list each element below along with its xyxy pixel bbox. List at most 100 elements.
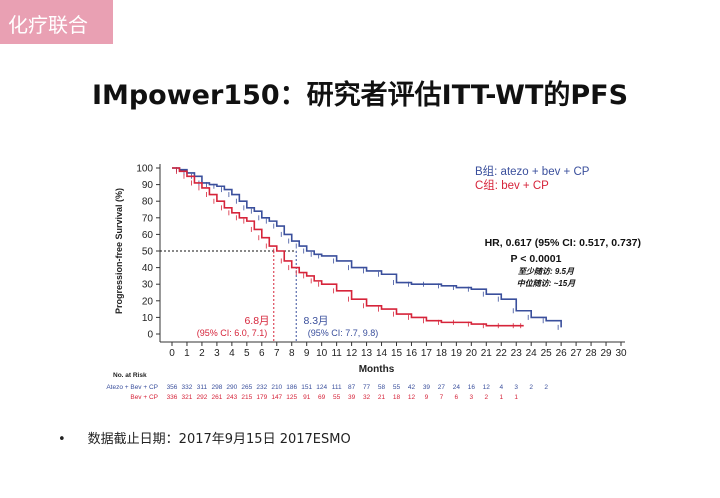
risk-value: 243 (226, 394, 237, 401)
y-tick-label: 50 (142, 247, 154, 258)
risk-value: 58 (378, 384, 386, 391)
p-value-annotation: P < 0.0001 (511, 253, 562, 265)
x-tick-label: 29 (600, 348, 612, 359)
x-axis-title: Months (359, 364, 395, 375)
x-tick-label: 9 (304, 348, 310, 359)
x-tick-label: 27 (571, 348, 583, 359)
risk-value: 16 (468, 384, 476, 391)
risk-value: 6 (455, 394, 459, 401)
risk-row-label: Atezo + Bev + CP (106, 384, 158, 391)
y-tick-label: 90 (142, 180, 154, 191)
risk-value: 232 (256, 384, 267, 391)
risk-value: 21 (378, 394, 386, 401)
x-tick-label: 22 (496, 348, 508, 359)
median-b-ci: (95% CI: 7.7, 9.8) (308, 328, 379, 338)
x-tick-label: 6 (259, 348, 265, 359)
risk-value: 2 (529, 384, 533, 391)
x-tick-label: 2 (199, 348, 205, 359)
risk-value: 215 (241, 394, 252, 401)
risk-value: 265 (241, 384, 252, 391)
risk-value: 42 (408, 384, 416, 391)
risk-value: 124 (316, 384, 327, 391)
footer-note: • 数据截止日期：2017年9月15日 2017ESMO (58, 428, 351, 447)
risk-value: 332 (182, 384, 193, 391)
y-tick-label: 10 (142, 313, 154, 324)
median-b-label: 8.3月 (303, 315, 328, 327)
x-tick-label: 1 (184, 348, 190, 359)
x-tick-label: 20 (466, 348, 478, 359)
risk-value: 39 (348, 394, 356, 401)
y-tick-label: 20 (142, 296, 154, 307)
x-tick-label: 10 (316, 348, 328, 359)
risk-value: 210 (271, 384, 282, 391)
hr-annotation: HR, 0.617 (95% CI: 0.517, 0.737) (485, 237, 641, 249)
risk-value: 3 (470, 394, 474, 401)
y-tick-label: 30 (142, 280, 154, 291)
x-tick-label: 30 (615, 348, 627, 359)
x-tick-label: 14 (376, 348, 388, 359)
y-tick-label: 70 (142, 213, 154, 224)
x-tick-label: 19 (451, 348, 463, 359)
x-tick-label: 0 (169, 348, 175, 359)
series-line-c (172, 167, 524, 327)
median-c-label: 6.8月 (244, 315, 269, 327)
risk-value: 261 (211, 394, 222, 401)
x-tick-label: 8 (289, 348, 295, 359)
risk-value: 321 (182, 394, 193, 401)
median-c-ci: (95% CI: 6.0, 7.1) (197, 328, 268, 338)
risk-value: 91 (303, 394, 311, 401)
slide-title: IMpower150：研究者评估ITT-WT的PFS (91, 80, 629, 111)
x-tick-label: 13 (361, 348, 373, 359)
followup-median-annotation: 中位随访: ~15月 (517, 279, 576, 288)
series-line-b (172, 167, 562, 328)
risk-value: 356 (167, 384, 178, 391)
x-tick-label: 5 (244, 348, 250, 359)
x-tick-label: 16 (406, 348, 418, 359)
x-tick-label: 12 (346, 348, 358, 359)
risk-value: 32 (363, 394, 371, 401)
risk-value: 39 (423, 384, 431, 391)
risk-value: 24 (453, 384, 461, 391)
risk-value: 179 (256, 394, 267, 401)
legend-entry: B组: atezo + bev + CP (475, 164, 590, 178)
footer-text: 数据截止日期：2017年9月15日 2017ESMO (87, 432, 351, 447)
y-tick-label: 40 (142, 263, 154, 274)
risk-value: 12 (483, 384, 491, 391)
risk-value: 77 (363, 384, 371, 391)
risk-value: 18 (393, 394, 401, 401)
y-axis-title: Progression-free Survival (%) (114, 188, 124, 314)
section-tag-label: 化疗联合 (8, 13, 88, 37)
x-tick-label: 7 (274, 348, 280, 359)
y-tick-label: 80 (142, 197, 154, 208)
x-tick-label: 17 (421, 348, 433, 359)
risk-value: 298 (211, 384, 222, 391)
followup-min-annotation: 至少随访: 9.5月 (518, 267, 575, 276)
y-tick-label: 60 (142, 230, 154, 241)
x-tick-label: 28 (586, 348, 598, 359)
risk-value: 290 (226, 384, 237, 391)
y-tick-label: 0 (147, 330, 153, 341)
risk-value: 111 (332, 384, 342, 391)
risk-row-label: Bev + CP (130, 394, 158, 401)
risk-value: 69 (318, 394, 326, 401)
x-tick-label: 4 (229, 348, 235, 359)
risk-value: 1 (499, 394, 503, 401)
risk-value: 27 (438, 384, 446, 391)
risk-value: 292 (197, 394, 208, 401)
footer-bullet: • (58, 432, 66, 447)
risk-value: 151 (301, 384, 312, 391)
legend-entry: C组: bev + CP (475, 178, 549, 192)
risk-value: 311 (197, 384, 208, 391)
risk-value: 2 (484, 394, 488, 401)
risk-value: 55 (393, 384, 401, 391)
risk-value: 1 (514, 394, 518, 401)
x-tick-label: 11 (331, 348, 342, 359)
risk-value: 87 (348, 384, 356, 391)
risk-value: 147 (271, 394, 282, 401)
risk-value: 2 (544, 384, 548, 391)
risk-value: 186 (286, 384, 297, 391)
section-tag: 化疗联合 (0, 0, 113, 44)
risk-value: 55 (333, 394, 341, 401)
risk-value: 9 (425, 394, 429, 401)
risk-table-title: No. at Risk (113, 372, 147, 379)
